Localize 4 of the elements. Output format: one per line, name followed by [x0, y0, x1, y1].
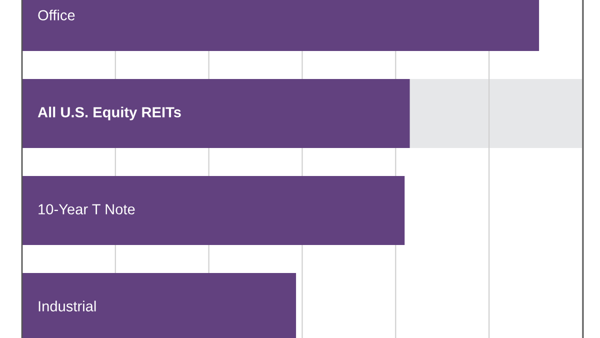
y-tick-label: Industrial — [38, 300, 96, 312]
y-tick-label: Office — [38, 10, 75, 20]
y-tick-label: All U.S. Equity REITs — [38, 106, 181, 120]
y-tick-label: 10-Year T Note — [38, 204, 135, 214]
